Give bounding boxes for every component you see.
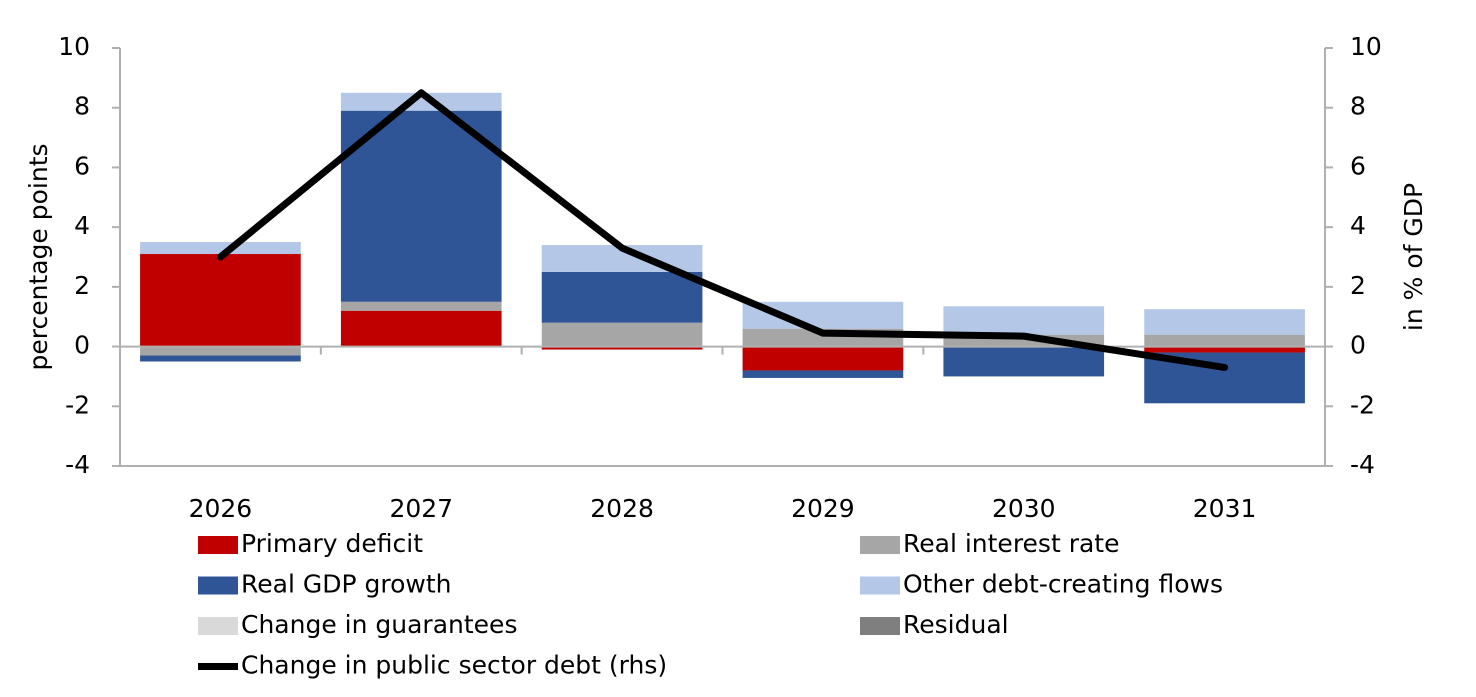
y2-tick-label: 0 <box>1350 331 1366 360</box>
x-tick-label: 2026 <box>189 494 253 523</box>
y2-tick-label: -4 <box>1350 450 1375 479</box>
bar-segment <box>340 110 502 302</box>
x-tick-label: 2031 <box>1193 494 1257 523</box>
legend-label: Change in public sector debt (rhs) <box>241 651 667 680</box>
bar-segment <box>1144 309 1305 335</box>
y2-tick-label: -2 <box>1350 390 1375 419</box>
x-tick-label: 2028 <box>590 494 654 523</box>
bar-segment <box>943 306 1105 335</box>
x-tick-label: 2030 <box>992 494 1056 523</box>
line-series <box>216 89 1229 371</box>
legend-swatch <box>860 536 900 554</box>
bar-segment <box>140 242 301 255</box>
legend-label: Change in guarantees <box>241 610 517 639</box>
legend-label: Other debt-creating flows <box>903 570 1223 599</box>
legend-label: Primary deficit <box>241 529 423 558</box>
bar-segment <box>742 346 904 371</box>
bar-segment <box>742 301 904 329</box>
bar-segment <box>943 346 1105 377</box>
bar-segment <box>140 355 301 362</box>
legend-swatch <box>198 576 238 595</box>
legend-swatch <box>860 617 900 635</box>
bar-segment <box>1144 346 1305 353</box>
y-tick-label: -2 <box>65 390 90 419</box>
bar-segment <box>541 271 703 323</box>
x-tick-label: 2027 <box>389 494 453 523</box>
y2-tick-label: 4 <box>1350 211 1366 240</box>
bar-segment <box>340 301 502 311</box>
bar-segment <box>140 254 301 347</box>
y2-tick-label: 8 <box>1350 92 1366 121</box>
legend-swatch <box>198 536 238 554</box>
y-tick-label: 8 <box>74 92 90 121</box>
bar-segment <box>541 322 703 347</box>
y2-tick-label: 6 <box>1350 151 1366 180</box>
y-tick-label: 2 <box>74 271 90 300</box>
bar-segment <box>1144 334 1305 347</box>
y-tick-label: 10 <box>58 32 90 61</box>
y2-tick-label: 2 <box>1350 271 1366 300</box>
y2-axis-label: in % of GDP <box>1399 183 1428 331</box>
bar-segment <box>541 346 703 350</box>
y2-tick-label: 10 <box>1350 32 1382 61</box>
y-tick-label: 6 <box>74 151 90 180</box>
legend-label: Real interest rate <box>903 529 1119 558</box>
bar-segment <box>742 370 904 378</box>
y-tick-label: -4 <box>65 450 90 479</box>
y-axis-label: percentage points <box>24 143 53 370</box>
legend-swatch <box>198 617 238 635</box>
legend-swatch <box>860 576 900 595</box>
bar-segment <box>140 346 301 356</box>
x-tick-label: 2029 <box>791 494 855 523</box>
bar-segment <box>340 310 502 347</box>
bar-segment <box>340 92 502 111</box>
legend-label: Residual <box>903 610 1009 639</box>
bar-segment <box>943 334 1105 347</box>
y-tick-label: 4 <box>74 211 90 240</box>
y-tick-label: 0 <box>74 331 90 360</box>
legend-label: Real GDP growth <box>241 570 451 599</box>
